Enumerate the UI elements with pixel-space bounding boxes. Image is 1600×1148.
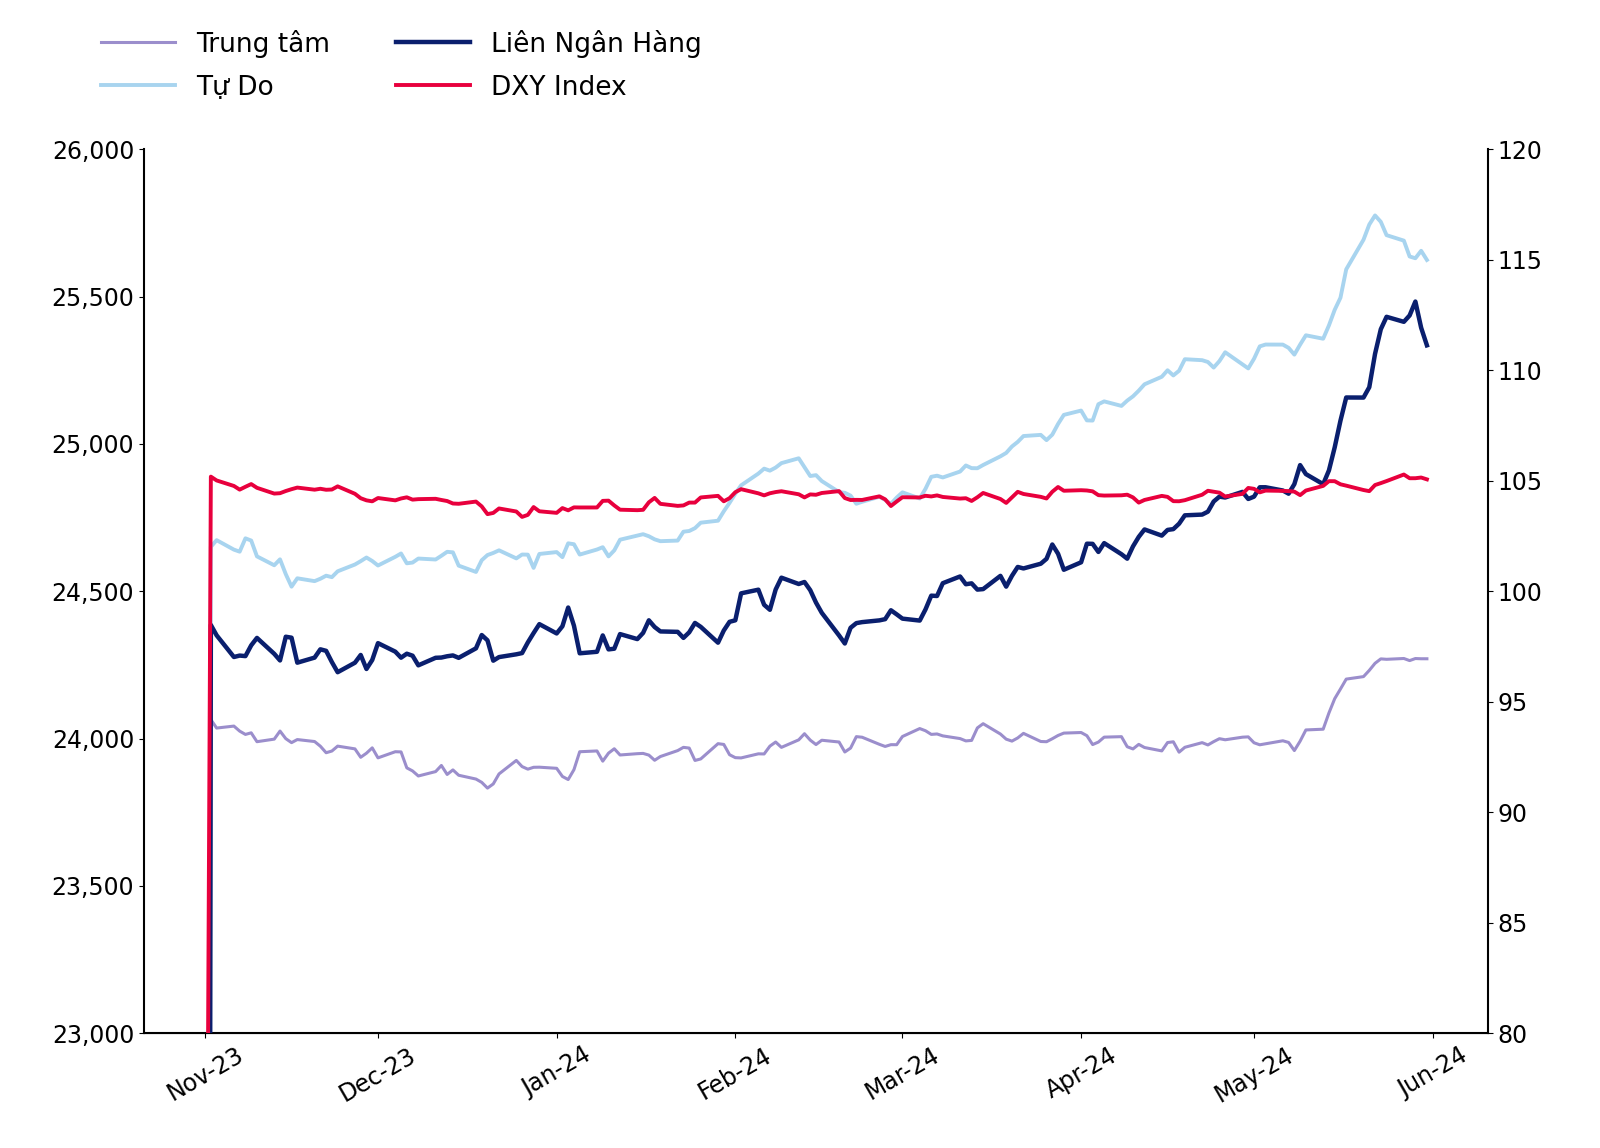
Legend: Trung tâm, Tự Do, Liên Ngân Hàng, DXY Index: Trung tâm, Tự Do, Liên Ngân Hàng, DXY In… xyxy=(101,30,702,101)
Line: DXY Index: DXY Index xyxy=(205,474,1427,1148)
Line: Trung tâm: Trung tâm xyxy=(205,659,1427,1148)
Line: Liên Ngân Hàng: Liên Ngân Hàng xyxy=(205,302,1427,1148)
Line: Tự Do: Tự Do xyxy=(205,216,1427,1148)
